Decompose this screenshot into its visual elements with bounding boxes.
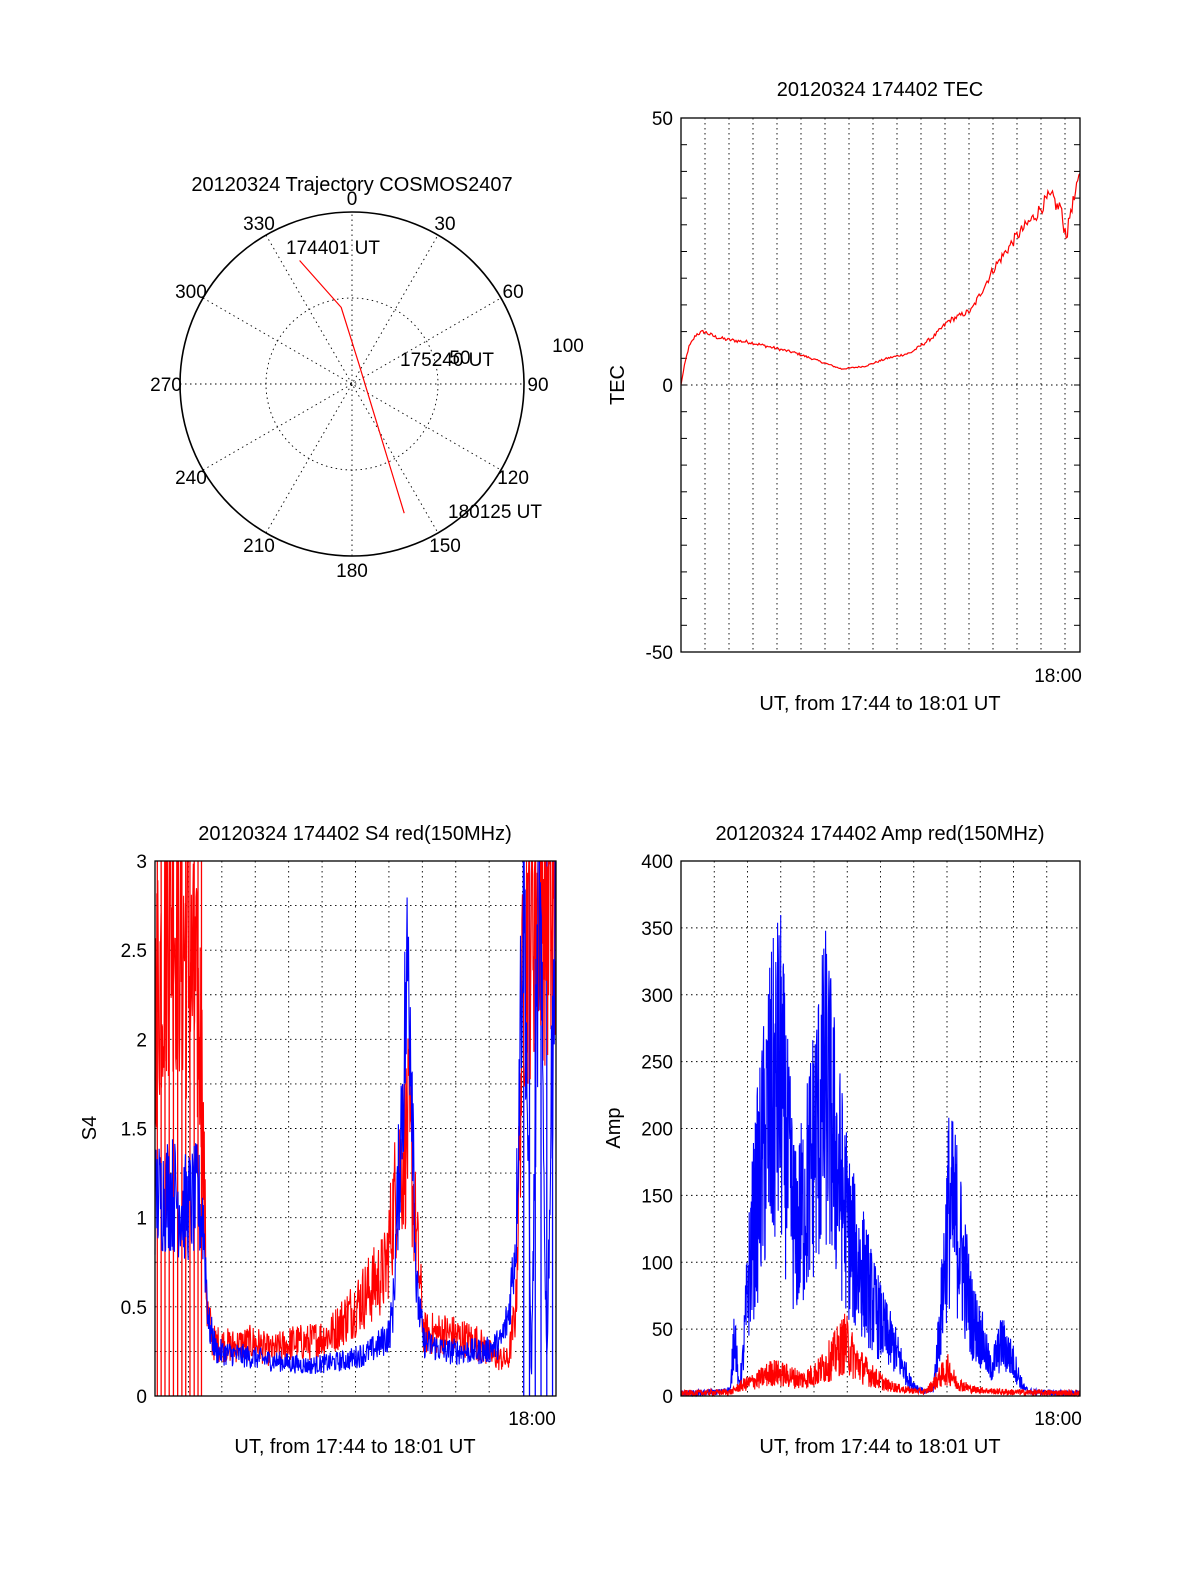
trajectory-panel: 20120324 Trajectory COSMOS2407 0 30 60 90 12… — [150, 174, 584, 582]
trajectory-title: 20120324 Trajectory COSMOS2407 — [191, 174, 512, 196]
s4-panel: 20120324 174402 S4 red(150MHz) 0 0.5 1 1.5 2… — [79, 823, 557, 1458]
amp-ytick-150: 150 — [641, 1186, 673, 1207]
s4-ytick-2: 2 — [136, 1030, 147, 1051]
polar-ring-50 — [265, 297, 439, 471]
tec-grid — [681, 118, 1080, 652]
s4-ytick-2.5: 2.5 — [121, 941, 147, 962]
polar-angle-label-300: 300 — [175, 282, 207, 303]
trajectory-end-label: 180125 UT — [448, 502, 542, 523]
amp-blue-series — [680, 914, 1081, 1398]
polar-angle-label-90: 90 — [527, 375, 548, 396]
s4-ytick-1.5: 1.5 — [121, 1120, 147, 1141]
s4-xtick-1800: 18:00 — [508, 1409, 556, 1430]
trajectory-start-label: 174401 UT — [286, 238, 380, 259]
polar-angle-label-240: 240 — [175, 468, 207, 489]
s4-grid — [155, 861, 556, 1396]
amp-ytick-200: 200 — [641, 1120, 673, 1141]
s4-ytick-1: 1 — [136, 1209, 147, 1230]
s4-ytick-0: 0 — [136, 1387, 147, 1408]
polar-angle-label-60: 60 — [503, 282, 524, 303]
trajectory-mid-label: 175240 UT — [400, 350, 494, 371]
amp-ytick-100: 100 — [641, 1253, 673, 1274]
polar-angle-label-0: 0 — [347, 189, 358, 210]
polar-angle-label-330: 330 — [243, 214, 275, 235]
amp-ytick-300: 300 — [641, 986, 673, 1007]
amp-ylabel: Amp — [603, 1107, 625, 1148]
polar-angle-label-30: 30 — [434, 214, 455, 235]
s4-ylabel: S4 — [79, 1116, 101, 1140]
polar-outer-circle — [179, 211, 525, 557]
s4-xlabel: UT, from 17:44 to 18:01 UT — [234, 1436, 475, 1458]
polar-angle-label-150: 150 — [429, 536, 461, 557]
tec-xlabel: UT, from 17:44 to 18:01 UT — [759, 693, 1000, 715]
amp-ytick-250: 250 — [641, 1053, 673, 1074]
amp-ytick-400: 400 — [641, 852, 673, 873]
s4-blue-series — [154, 860, 557, 1375]
tec-panel: 20120324 174402 TEC 50 0 -50 18:00 UT, f… — [607, 79, 1082, 715]
s4-ytick-labels: 0 0.5 1 1.5 2 2.5 3 — [121, 852, 147, 1408]
tec-title: 20120324 174402 TEC — [777, 79, 983, 101]
tec-plot-frame — [680, 117, 1081, 653]
s4-title: 20120324 174402 S4 red(150MHz) — [198, 823, 512, 845]
amp-ytick-0: 0 — [662, 1387, 673, 1408]
tec-xtick-1800: 18:00 — [1034, 666, 1082, 687]
polar-grid — [180, 212, 524, 556]
tec-ylabel: TEC — [607, 365, 629, 405]
polar-radial-label-50: 50 — [449, 348, 470, 369]
polar-angle-label-270: 270 — [150, 375, 182, 396]
tec-ytick-0: 0 — [662, 376, 673, 397]
polar-radial-label-100: 100 — [552, 336, 584, 357]
polar-angle-label-120: 120 — [497, 468, 529, 489]
polar-angle-label-180: 180 — [336, 561, 368, 582]
tec-series-line — [680, 173, 1081, 386]
amp-title: 20120324 174402 Amp red(150MHz) — [715, 823, 1044, 845]
s4-plot-frame — [154, 860, 557, 1397]
polar-angle-labels: 0 30 60 90 120 150 180 210 240 270 300 330 — [150, 189, 548, 582]
polar-angle-label-210: 210 — [243, 536, 275, 557]
amp-ytick-350: 350 — [641, 919, 673, 940]
amp-xlabel: UT, from 17:44 to 18:01 UT — [759, 1436, 1000, 1458]
trajectory-track — [299, 260, 405, 514]
amp-ytick-50: 50 — [652, 1320, 673, 1341]
s4-ytick-3: 3 — [136, 852, 147, 873]
amp-panel: 20120324 174402 Amp red(150MHz) 0 50 100 15… — [603, 823, 1082, 1458]
amp-xtick-1800: 18:00 — [1034, 1409, 1082, 1430]
amp-red-series — [680, 1313, 1081, 1398]
s4-ytick-0.5: 0.5 — [121, 1298, 147, 1319]
amp-plot-frame — [680, 860, 1081, 1397]
tec-ytick-50: 50 — [652, 109, 673, 130]
tec-ytick-minus50: -50 — [646, 643, 673, 664]
amp-ytick-labels: 0 50 100 150 200 250 300 350 400 — [641, 852, 673, 1408]
